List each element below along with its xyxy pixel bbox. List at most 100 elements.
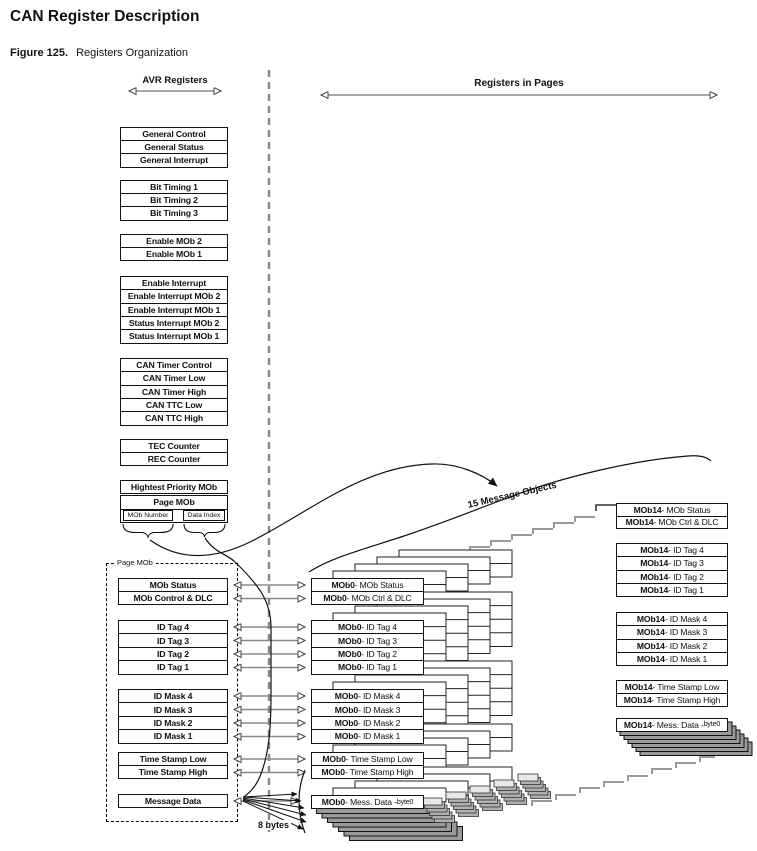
register-cell: MOb0 - ID Mask 2 — [312, 715, 423, 729]
register-cell: MOb0 - ID Tag 1 — [312, 660, 423, 673]
page-message-data-group: Message Data — [118, 794, 228, 808]
register-cell: Page MOb — [121, 496, 227, 510]
avr-interrupt-group: Enable Interrupt Enable Interrupt MOb 2 … — [120, 276, 228, 344]
register-cell: MOb14 - ID Tag 2 — [617, 569, 727, 583]
avr-page-mob-box: Page MOb MOb Number Data Index — [120, 495, 228, 523]
pages-swoosh-curve — [308, 455, 712, 573]
register-cell: ID Mask 2 — [119, 715, 227, 729]
page-mob-dashed-label: Page MOb — [114, 558, 156, 567]
register-cell: MOb0 - ID Tag 4 — [338, 622, 397, 633]
avr-enable-mob-group: Enable MOb 2 Enable MOb 1 — [120, 234, 228, 261]
register-cell: Enable Interrupt MOb 1 — [121, 302, 227, 316]
register-cell: MOb14 - ID Mask 2 — [617, 638, 727, 652]
register-cell: MOb14 - MOb Status — [633, 504, 711, 515]
avr-general-group: General Control General Status General I… — [120, 127, 228, 168]
data-index-cell: Data Index — [183, 509, 225, 521]
avr-priority-group: Hightest Priority MOb — [120, 480, 228, 494]
byte-fan-arrows — [242, 791, 307, 830]
mob0-message-data-group: MOb0 - Mess. Data - byte0 — [311, 795, 424, 809]
register-cell: ID Mask 1 — [119, 729, 227, 742]
register-cell: ID Tag 4 — [157, 622, 189, 633]
register-cell: General Control — [142, 129, 206, 140]
mob0-id-tag-group: MOb0 - ID Tag 4 MOb0 - ID Tag 3 MOb0 - I… — [311, 620, 424, 675]
register-cell: Hightest Priority MOb — [130, 481, 218, 492]
avr-bit-timing-group: Bit Timing 1 Bit Timing 2 Bit Timing 3 — [120, 180, 228, 221]
register-cell: CAN TTC High — [121, 411, 227, 424]
register-cell: Bit Timing 1 — [150, 182, 198, 193]
byte-group-arc — [298, 769, 306, 834]
register-cell: General Status — [121, 140, 227, 153]
register-cell: Enable MOb 1 — [121, 247, 227, 260]
mob14-time-stamp-group: MOb14 - Time Stamp Low MOb14 - Time Stam… — [616, 680, 728, 707]
register-map-arrows — [234, 585, 305, 801]
brace-data-index — [183, 523, 226, 538]
register-cell: MOb14 - ID Tag 3 — [617, 556, 727, 569]
register-cell: MOb14 - ID Mask 3 — [617, 625, 727, 638]
register-cell: Message Data — [144, 796, 202, 806]
mob0-message-data-stack — [316, 799, 463, 841]
register-cell: Time Stamp High — [119, 765, 227, 778]
byte-page-stacks — [421, 773, 551, 823]
mob0-time-stamp-group: MOb0 - Time Stamp Low MOb0 - Time Stamp … — [311, 752, 424, 779]
mob14-status-group: MOb14 - MOb Status MOb14 - MOb Ctrl & DL… — [616, 503, 728, 529]
register-cell: CAN Timer High — [121, 384, 227, 398]
register-cell: ID Tag 3 — [119, 633, 227, 646]
register-cell: MOb14 - Time Stamp High — [617, 693, 727, 706]
register-cell: Status Interrupt MOb 1 — [121, 329, 227, 342]
figure-caption: Figure 125. Registers Organization — [10, 47, 188, 59]
data-index-curve — [204, 537, 272, 798]
page-staircase-bottom — [531, 756, 715, 806]
figure-label: Figure 125. — [10, 47, 69, 59]
register-cell: MOb14 - ID Tag 1 — [617, 582, 727, 596]
register-cell: MOb0 - ID Mask 1 — [312, 729, 423, 742]
register-cell: ID Mask 3 — [119, 702, 227, 715]
register-cell: Time Stamp Low — [139, 754, 207, 764]
register-cell: CAN TTC Low — [121, 397, 227, 411]
mob14-id-tag-group: MOb14 - ID Tag 4 MOb14 - ID Tag 3 MOb14 … — [616, 543, 728, 597]
mob0-id-mask-group: MOb0 - ID Mask 4 MOb0 - ID Mask 3 MOb0 -… — [311, 689, 424, 744]
page-time-stamp-group: Time Stamp Low Time Stamp High — [118, 752, 228, 779]
register-cell: Enable MOb 2 — [146, 236, 202, 246]
page-id-mask-group: ID Mask 4 ID Mask 3 ID Mask 2 ID Mask 1 — [118, 689, 228, 744]
mob-number-cell: MOb Number — [123, 509, 173, 521]
register-cell: MOb14 - Time Stamp Low — [624, 682, 720, 692]
register-cell: ID Tag 2 — [119, 646, 227, 660]
register-cell: MOb0 - ID Tag 3 — [312, 633, 423, 646]
register-cell: MOb Status — [149, 580, 197, 590]
avr-can-timer-group: CAN Timer Control CAN Timer Low CAN Time… — [120, 358, 228, 426]
page-mob-cells: MOb Number Data Index — [121, 509, 227, 523]
mob14-id-mask-group: MOb14 - ID Mask 4 MOb14 - ID Mask 3 MOb1… — [616, 612, 728, 666]
register-cell: ID Tag 1 — [119, 660, 227, 673]
page-id-tag-group: ID Tag 4 ID Tag 3 ID Tag 2 ID Tag 1 — [118, 620, 228, 675]
avr-registers-header: AVR Registers — [142, 75, 208, 86]
register-cell: MOb Control & DLC — [119, 591, 227, 604]
register-cell: MOb0 - ID Tag 2 — [312, 646, 423, 660]
register-cell: MOb14 - MOb Ctrl & DLC — [617, 515, 727, 529]
register-cell: Status Interrupt MOb 2 — [121, 315, 227, 329]
mob0-status-group: MOb0 - MOb Status MOb0 - MOb Ctrl & DLC — [311, 578, 424, 605]
register-cell: MOb14 - ID Tag 4 — [640, 545, 704, 556]
register-cell: General Interrupt — [121, 153, 227, 166]
register-cell: MOb0 - ID Mask 4 — [334, 691, 401, 702]
register-cell: ID Mask 4 — [153, 691, 193, 702]
register-cell: CAN Timer Low — [121, 371, 227, 384]
page-status-group: MOb Status MOb Control & DLC — [118, 578, 228, 605]
register-cell: Bit Timing 2 — [121, 193, 227, 206]
page-staircase-top-end — [595, 504, 616, 511]
page-title: CAN Register Description — [10, 8, 200, 25]
register-cell: MOb0 - Mess. Data - byte0 — [321, 797, 414, 807]
register-cell: Enable Interrupt MOb 2 — [121, 289, 227, 302]
brace-mob-number — [122, 523, 174, 539]
eight-bytes-label: 8 bytes — [256, 820, 292, 830]
register-cell: MOb0 - ID Mask 3 — [312, 702, 423, 715]
register-cell: Enable Interrupt — [141, 278, 207, 289]
mob14-message-data-group: MOb14 - Mess. Data - byte0 — [616, 718, 728, 732]
registers-in-pages-header: Registers in Pages — [474, 78, 564, 89]
avr-counters-group: TEC Counter REC Counter — [120, 439, 228, 466]
register-cell: MOb0 - Time Stamp High — [312, 765, 423, 778]
mob-number-curve-arrow — [149, 463, 498, 557]
register-cell: Bit Timing 3 — [121, 206, 227, 219]
register-cell: CAN Timer Control — [136, 360, 212, 371]
register-cell: MOb0 - Time Stamp Low — [322, 754, 413, 764]
